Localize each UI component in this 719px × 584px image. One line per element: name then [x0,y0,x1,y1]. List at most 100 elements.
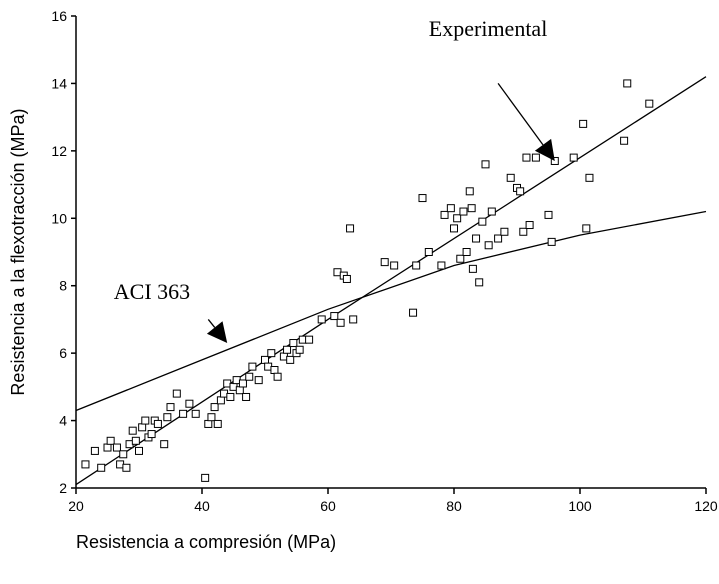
data-point [103,443,112,452]
data-point [459,207,468,216]
data-point [569,153,578,162]
y-tick-label: 6 [59,345,67,361]
data-point [210,403,219,412]
data-point [475,278,484,287]
data-point [112,443,121,452]
data-point [462,248,471,256]
data-point [481,160,490,169]
data-point [90,446,99,455]
x-axis-ticks: 20 40 60 80 100 120 [68,488,718,514]
annotation-arrow-shaft [207,319,216,328]
x-tick-label: 40 [194,498,210,514]
data-point [467,204,476,213]
data-point [201,473,210,482]
data-point [207,413,216,422]
data-point [582,224,591,233]
data-point [245,372,254,381]
y-tick-label: 2 [59,480,67,496]
y-tick-label: 4 [59,413,67,429]
annotations: Experimental ACI 363 [114,16,555,343]
y-tick-label: 16 [51,8,67,24]
data-point [128,426,137,435]
data-point [122,463,131,472]
data-point [270,366,279,374]
data-point [106,436,115,445]
x-tick-label: 60 [320,498,336,514]
data-point [185,399,194,408]
data-point [516,187,525,196]
data-point [163,413,172,422]
fit-lines [75,76,707,486]
data-point [446,204,455,213]
data-point [468,264,477,273]
data-point [525,221,534,230]
data-point [487,207,496,216]
annotation-arrow-head [534,138,555,161]
x-axis-title: Resistencia a compresión (MPa) [76,532,336,552]
data-point [305,335,314,344]
data-point [424,248,433,256]
data-point [623,79,632,88]
data-point [204,419,213,428]
data-point [283,345,292,354]
data-point [550,156,559,165]
annotation-arrow-head [206,321,228,343]
data-point [160,440,169,449]
data-point [131,436,140,445]
data-point [519,227,528,236]
series-line [75,76,707,486]
data-point [267,349,276,358]
data-point [289,339,298,348]
data-point [147,430,156,439]
data-point [286,355,295,364]
data-point [81,460,90,469]
data-point [645,99,654,108]
x-tick-label: 100 [568,498,592,514]
data-point [97,463,106,472]
y-tick-label: 8 [59,278,67,294]
data-point [330,312,339,321]
y-axis-ticks: 2 4 6 8 10 12 14 16 [51,8,76,496]
data-point [450,224,458,233]
data-point [254,376,263,385]
data-point [472,234,481,243]
data-point [456,254,465,263]
data-point [153,419,162,428]
data-point [172,389,181,398]
data-point [620,136,629,145]
data-point [484,241,493,250]
data-point [235,386,244,395]
data-point [390,261,399,270]
x-tick-label: 120 [694,498,718,514]
data-point [238,379,247,388]
data-point [342,274,351,283]
data-point [346,224,355,233]
data-point [261,355,269,364]
data-point [478,217,487,226]
data-point [226,392,235,401]
annotation-label: ACI 363 [114,279,190,304]
data-point [453,214,462,223]
data-point [506,173,515,182]
data-point [522,153,531,162]
y-tick-label: 10 [51,210,67,226]
data-point [141,416,150,425]
data-point [380,258,389,267]
y-axis-title: Resistencia a la flexotracción (MPa) [8,108,28,395]
data-point [494,234,503,243]
data-point [418,194,427,203]
data-point [437,261,446,270]
data-point [166,403,175,412]
data-point [336,318,345,327]
data-point [349,315,358,324]
data-point [440,210,449,219]
x-tick-label: 20 [68,498,84,514]
y-tick-label: 14 [51,75,67,91]
data-point [138,423,147,432]
y-tick-label: 12 [51,143,67,159]
data-point [216,396,225,405]
data-point [409,308,418,317]
data-point [273,372,282,381]
data-point [531,153,540,162]
